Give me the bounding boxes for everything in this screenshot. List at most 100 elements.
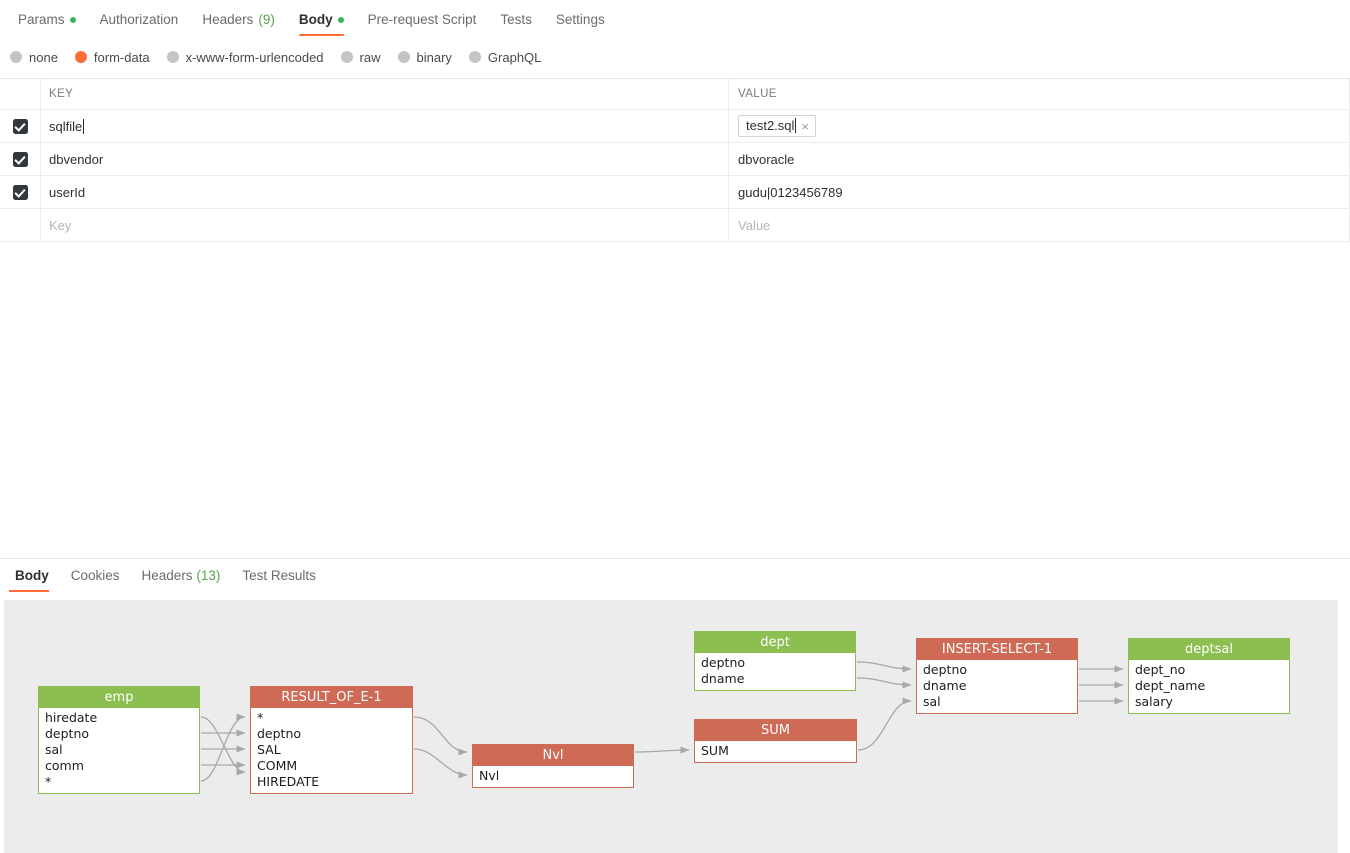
new-row-value-input[interactable]: Value — [729, 209, 1350, 241]
response-tab-headers[interactable]: Headers (13) — [131, 560, 232, 593]
row-checkbox[interactable] — [12, 184, 28, 200]
node-field-list: Nvl — [473, 766, 633, 787]
response-tab-test-results-label: Test Results — [242, 568, 316, 583]
node-title: RESULT_OF_E-1 — [251, 687, 412, 708]
row-checkbox[interactable] — [12, 151, 28, 167]
node-field[interactable]: sal — [923, 694, 941, 709]
body-type-x-www-form-urlencoded[interactable]: x-www-form-urlencoded — [166, 49, 324, 65]
node-field-list: dept_no dept_name salary — [1129, 660, 1289, 713]
row-key-text: dbvendor — [49, 151, 104, 167]
file-chip-name: test2.sql — [746, 118, 797, 133]
row-value-text: gudu|0123456789 — [738, 184, 843, 200]
node-field[interactable]: hiredate — [45, 710, 98, 725]
row-checkbox-cell — [0, 110, 41, 142]
params-modified-dot — [69, 16, 76, 23]
body-type-raw-label: raw — [359, 49, 381, 65]
tab-params[interactable]: Params — [6, 0, 88, 39]
tab-settings[interactable]: Settings — [544, 0, 617, 39]
row-value-text: dbvoracle — [738, 151, 795, 167]
tab-tests[interactable]: Tests — [488, 0, 544, 39]
node-field[interactable]: dname — [701, 671, 745, 686]
diagram-node-dept[interactable]: dept deptno dname — [694, 631, 856, 691]
body-type-form-data[interactable]: form-data — [74, 49, 150, 65]
tab-authorization[interactable]: Authorization — [88, 0, 191, 39]
radio-icon — [340, 51, 353, 63]
response-tab-body[interactable]: Body — [4, 560, 60, 593]
tab-headers-count: (9) — [258, 12, 275, 27]
column-header-key: KEY — [41, 79, 729, 109]
tab-params-label: Params — [18, 12, 65, 27]
response-tab-test-results[interactable]: Test Results — [231, 560, 327, 593]
node-title: Nvl — [473, 745, 633, 766]
tab-body[interactable]: Body — [287, 0, 356, 39]
node-field[interactable]: Nvl — [479, 768, 500, 783]
lineage-diagram-canvas[interactable]: emp hiredate deptno sal comm * RESULT_OF… — [4, 600, 1338, 853]
node-field-list: deptno dname — [695, 653, 855, 690]
body-type-none-label: none — [29, 49, 58, 65]
body-type-radio-group: none form-data x-www-form-urlencoded raw… — [0, 44, 1350, 70]
row-checkbox-cell — [0, 143, 41, 175]
diagram-node-nvl[interactable]: Nvl Nvl — [472, 744, 634, 788]
row-value-file-cell[interactable]: test2.sql × — [729, 110, 1350, 142]
diagram-node-result-of-e-1[interactable]: RESULT_OF_E-1 * deptno SAL COMM HIREDATE — [250, 686, 413, 794]
response-tab-cookies-label: Cookies — [70, 568, 120, 583]
node-field[interactable]: salary — [1135, 694, 1173, 709]
node-field[interactable]: * — [45, 774, 52, 789]
response-tab-headers-label: Headers — [141, 568, 193, 583]
node-field[interactable]: COMM — [257, 758, 298, 773]
new-row-value-placeholder: Value — [738, 217, 771, 233]
row-checkbox[interactable] — [12, 118, 28, 134]
row-key-text: userId — [49, 184, 86, 200]
tab-authorization-label: Authorization — [99, 12, 179, 27]
diagram-node-deptsal[interactable]: deptsal dept_no dept_name salary — [1128, 638, 1290, 714]
body-type-binary[interactable]: binary — [397, 49, 452, 65]
node-field[interactable]: sal — [45, 742, 63, 757]
radio-icon — [397, 51, 410, 63]
tab-pre-request-script[interactable]: Pre-request Script — [356, 0, 489, 39]
node-field[interactable]: deptno — [923, 662, 968, 677]
file-chip[interactable]: test2.sql × — [738, 115, 817, 137]
node-field[interactable]: deptno — [257, 726, 302, 741]
table-row: dbvendor dbvoracle — [0, 143, 1350, 176]
row-key-input[interactable]: userId — [41, 176, 729, 208]
node-field[interactable]: deptno — [45, 726, 90, 741]
node-title: dept — [695, 632, 855, 653]
tab-headers[interactable]: Headers (9) — [190, 0, 287, 39]
response-divider — [0, 558, 1350, 559]
body-type-form-data-label: form-data — [93, 49, 150, 65]
diagram-node-emp[interactable]: emp hiredate deptno sal comm * — [38, 686, 200, 794]
node-field[interactable]: SAL — [257, 742, 281, 757]
response-tab-cookies[interactable]: Cookies — [60, 560, 131, 593]
header-check-cell — [0, 79, 41, 109]
body-type-urlencoded-label: x-www-form-urlencoded — [185, 49, 324, 65]
close-icon[interactable]: × — [801, 118, 810, 134]
node-field[interactable]: dept_no — [1135, 662, 1186, 677]
node-field[interactable]: HIREDATE — [257, 774, 320, 789]
node-field[interactable]: dept_name — [1135, 678, 1206, 693]
body-type-none[interactable]: none — [10, 50, 58, 65]
node-field[interactable]: dname — [923, 678, 967, 693]
row-key-input[interactable]: dbvendor — [41, 143, 729, 175]
row-value-input[interactable]: dbvoracle — [729, 143, 1350, 175]
column-header-value: VALUE — [729, 79, 1350, 109]
body-type-graphql[interactable]: GraphQL — [468, 50, 541, 65]
table-row: userId gudu|0123456789 — [0, 176, 1350, 209]
diagram-node-sum[interactable]: SUM SUM — [694, 719, 857, 763]
row-value-input[interactable]: gudu|0123456789 — [729, 176, 1350, 208]
node-field[interactable]: deptno — [701, 655, 746, 670]
radio-icon — [166, 51, 179, 63]
diagram-node-insert-select-1[interactable]: INSERT-SELECT-1 deptno dname sal — [916, 638, 1078, 714]
node-field[interactable]: SUM — [701, 743, 729, 758]
tab-settings-label: Settings — [555, 12, 605, 27]
node-field[interactable]: * — [257, 710, 264, 725]
node-field[interactable]: comm — [45, 758, 84, 773]
row-key-text: sqlfile — [49, 118, 85, 134]
row-checkbox-cell — [0, 176, 41, 208]
request-tab-bar: Params Authorization Headers (9) Body Pr… — [0, 0, 1350, 41]
row-key-input[interactable]: sqlfile — [41, 110, 729, 142]
body-type-binary-label: binary — [416, 49, 452, 65]
new-row-key-input[interactable]: Key — [41, 209, 729, 241]
node-title: emp — [39, 687, 199, 708]
tab-tests-label: Tests — [500, 12, 532, 27]
body-type-raw[interactable]: raw — [340, 49, 381, 65]
